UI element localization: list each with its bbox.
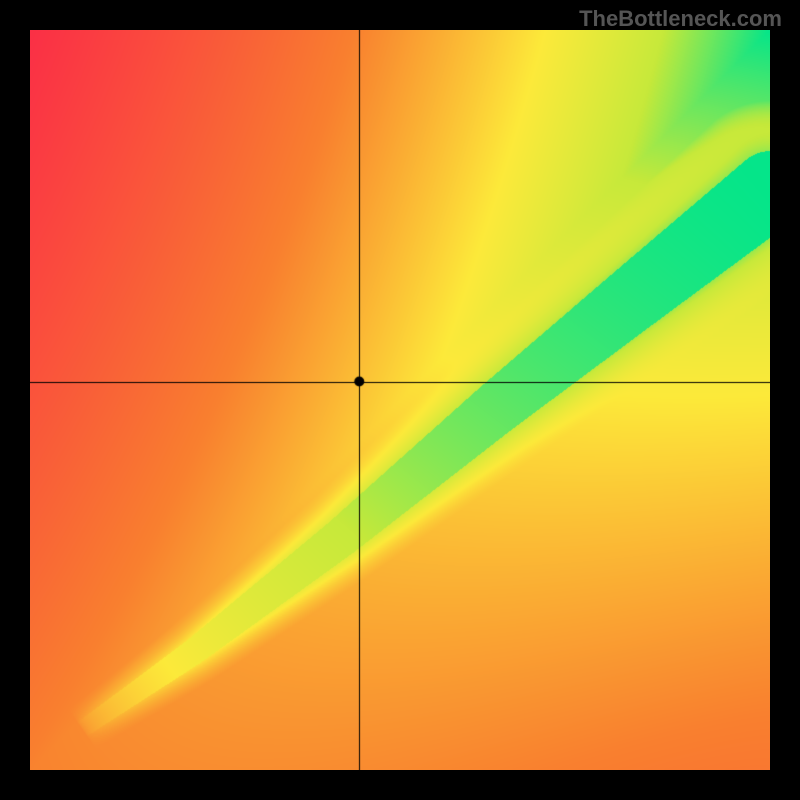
watermark-text: TheBottleneck.com	[579, 6, 782, 32]
chart-container: TheBottleneck.com	[0, 0, 800, 800]
heatmap-canvas	[30, 30, 770, 770]
